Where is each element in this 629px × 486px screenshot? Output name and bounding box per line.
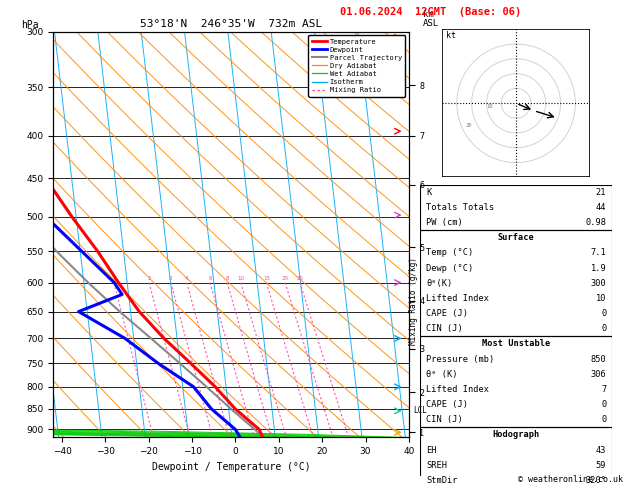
Text: 44: 44: [596, 203, 606, 212]
Text: km
ASL: km ASL: [423, 10, 439, 28]
Text: 15: 15: [263, 276, 270, 281]
X-axis label: Dewpoint / Temperature (°C): Dewpoint / Temperature (°C): [152, 462, 311, 472]
Text: CIN (J): CIN (J): [426, 324, 463, 333]
Text: 10: 10: [237, 276, 244, 281]
Text: SREH: SREH: [426, 461, 447, 469]
Text: 10: 10: [486, 104, 493, 109]
Text: 4: 4: [185, 276, 189, 281]
Text: 7.1: 7.1: [591, 248, 606, 258]
Legend: Temperature, Dewpoint, Parcel Trajectory, Dry Adiabat, Wet Adiabat, Isotherm, Mi: Temperature, Dewpoint, Parcel Trajectory…: [308, 35, 405, 97]
Text: 2: 2: [147, 276, 151, 281]
Text: Dewp (°C): Dewp (°C): [426, 263, 473, 273]
Text: 320°: 320°: [585, 476, 606, 485]
Text: 20: 20: [282, 276, 289, 281]
Text: 0: 0: [601, 400, 606, 409]
Text: 59: 59: [596, 461, 606, 469]
Text: 0: 0: [601, 415, 606, 424]
Text: CAPE (J): CAPE (J): [426, 400, 468, 409]
Text: LCL: LCL: [413, 406, 427, 416]
Text: 300: 300: [591, 279, 606, 288]
Text: 306: 306: [591, 370, 606, 379]
Text: Pressure (mb): Pressure (mb): [426, 355, 494, 364]
Text: Hodograph: Hodograph: [493, 431, 540, 439]
Text: StmDir: StmDir: [426, 476, 457, 485]
Text: 6: 6: [208, 276, 212, 281]
Text: 850: 850: [591, 355, 606, 364]
Text: 7: 7: [601, 385, 606, 394]
Text: © weatheronline.co.uk: © weatheronline.co.uk: [518, 474, 623, 484]
Text: 10: 10: [596, 294, 606, 303]
Text: 1.9: 1.9: [591, 263, 606, 273]
Text: 0: 0: [601, 309, 606, 318]
Text: hPa: hPa: [21, 19, 39, 30]
Text: CAPE (J): CAPE (J): [426, 309, 468, 318]
Text: 8: 8: [225, 276, 229, 281]
Text: kt: kt: [447, 31, 457, 40]
Text: 43: 43: [596, 446, 606, 454]
Text: Totals Totals: Totals Totals: [426, 203, 494, 212]
Text: Lifted Index: Lifted Index: [426, 294, 489, 303]
Text: 21: 21: [596, 188, 606, 197]
Text: EH: EH: [426, 446, 437, 454]
Text: Surface: Surface: [498, 233, 535, 242]
Text: 20: 20: [465, 123, 472, 128]
Text: 0: 0: [601, 324, 606, 333]
Text: Lifted Index: Lifted Index: [426, 385, 489, 394]
Text: Temp (°C): Temp (°C): [426, 248, 473, 258]
Title: 53°18'N  246°35'W  732m ASL: 53°18'N 246°35'W 732m ASL: [140, 19, 322, 30]
Text: PW (cm): PW (cm): [426, 218, 463, 227]
Text: 1: 1: [112, 276, 116, 281]
Text: θᵉ(K): θᵉ(K): [426, 279, 452, 288]
Text: CIN (J): CIN (J): [426, 415, 463, 424]
Text: θᵉ (K): θᵉ (K): [426, 370, 457, 379]
Text: K: K: [426, 188, 431, 197]
Text: Most Unstable: Most Unstable: [482, 339, 550, 348]
Text: 0.98: 0.98: [585, 218, 606, 227]
Text: 25: 25: [296, 276, 303, 281]
Text: Mixing Ratio (g/kg): Mixing Ratio (g/kg): [409, 258, 418, 345]
Text: 3: 3: [169, 276, 172, 281]
Text: 01.06.2024  12GMT  (Base: 06): 01.06.2024 12GMT (Base: 06): [340, 7, 521, 17]
